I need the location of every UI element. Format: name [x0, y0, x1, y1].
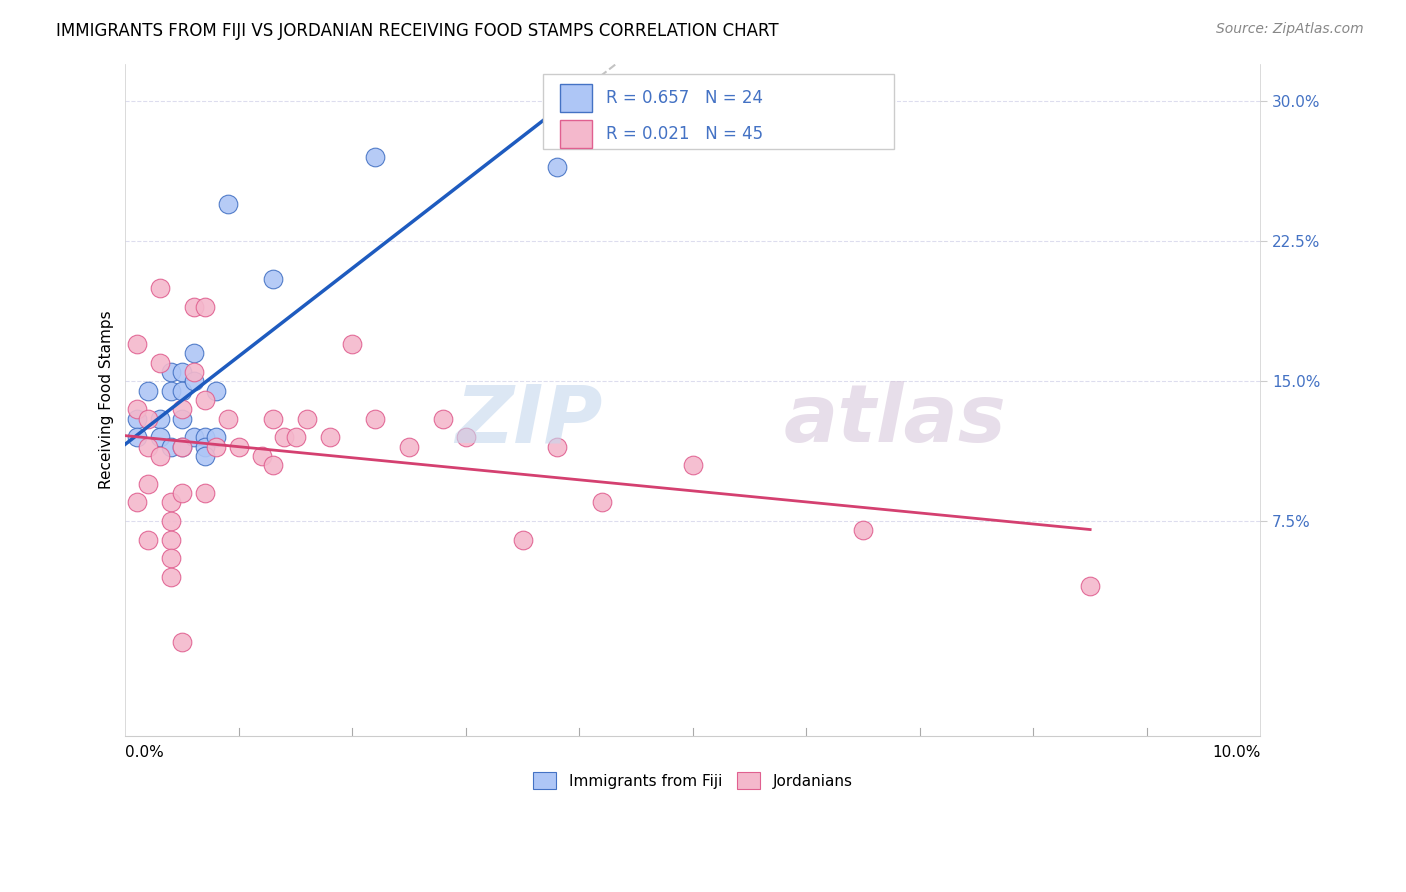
Point [160, 384, 183, 398]
Point [273, 430, 295, 444]
Point [160, 440, 183, 454]
Point [217, 197, 239, 211]
Point [136, 411, 159, 425]
Legend: Immigrants from Fiji, Jordanians: Immigrants from Fiji, Jordanians [527, 766, 859, 795]
Point [262, 271, 284, 285]
Text: ZIP: ZIP [454, 381, 602, 459]
Point [172, 402, 194, 417]
Point [194, 440, 217, 454]
Point [136, 533, 159, 547]
Text: R = 0.657   N = 24: R = 0.657 N = 24 [606, 88, 762, 107]
Point [172, 440, 194, 454]
Text: 0.0%: 0.0% [125, 745, 165, 760]
Point [205, 430, 228, 444]
Point [364, 150, 387, 164]
Y-axis label: Receiving Food Stamps: Receiving Food Stamps [100, 310, 114, 489]
Point [205, 384, 228, 398]
Point [194, 486, 217, 500]
Point [125, 402, 148, 417]
Point [250, 449, 273, 463]
Point [172, 440, 194, 454]
Point [205, 440, 228, 454]
Point [546, 440, 568, 454]
Point [172, 486, 194, 500]
Point [591, 495, 613, 509]
Point [136, 440, 159, 454]
Point [148, 281, 170, 295]
Point [295, 411, 318, 425]
Point [172, 635, 194, 649]
Point [172, 384, 194, 398]
Point [160, 495, 183, 509]
Point [217, 411, 239, 425]
Text: R = 0.021   N = 45: R = 0.021 N = 45 [606, 125, 762, 143]
Point [160, 514, 183, 528]
Point [398, 440, 420, 454]
Point [183, 430, 205, 444]
Point [342, 337, 364, 351]
Point [319, 430, 342, 444]
Point [148, 430, 170, 444]
Point [546, 160, 568, 174]
Point [160, 533, 183, 547]
FancyBboxPatch shape [543, 74, 894, 149]
Point [183, 346, 205, 360]
Point [1078, 579, 1101, 593]
Point [148, 355, 170, 369]
Point [454, 430, 477, 444]
Point [183, 374, 205, 388]
Point [148, 411, 170, 425]
Point [262, 458, 284, 472]
Point [262, 411, 284, 425]
Point [432, 411, 454, 425]
Point [852, 524, 875, 538]
Point [160, 570, 183, 584]
Point [136, 476, 159, 491]
FancyBboxPatch shape [560, 84, 592, 112]
Text: Source: ZipAtlas.com: Source: ZipAtlas.com [1216, 22, 1364, 37]
Point [194, 449, 217, 463]
Text: 10.0%: 10.0% [1212, 745, 1260, 760]
Point [284, 430, 307, 444]
Point [512, 533, 534, 547]
Point [125, 430, 148, 444]
Point [364, 411, 387, 425]
Point [682, 458, 704, 472]
FancyBboxPatch shape [560, 120, 592, 148]
Point [194, 300, 217, 314]
Point [148, 449, 170, 463]
Point [125, 411, 148, 425]
Text: atlas: atlas [783, 381, 1007, 459]
Point [194, 430, 217, 444]
Point [160, 365, 183, 379]
Point [183, 365, 205, 379]
Point [125, 495, 148, 509]
Point [172, 365, 194, 379]
Point [228, 440, 250, 454]
Point [160, 551, 183, 566]
Point [194, 392, 217, 407]
Text: IMMIGRANTS FROM FIJI VS JORDANIAN RECEIVING FOOD STAMPS CORRELATION CHART: IMMIGRANTS FROM FIJI VS JORDANIAN RECEIV… [56, 22, 779, 40]
Point [136, 384, 159, 398]
Point [172, 411, 194, 425]
Point [125, 337, 148, 351]
Point [183, 300, 205, 314]
